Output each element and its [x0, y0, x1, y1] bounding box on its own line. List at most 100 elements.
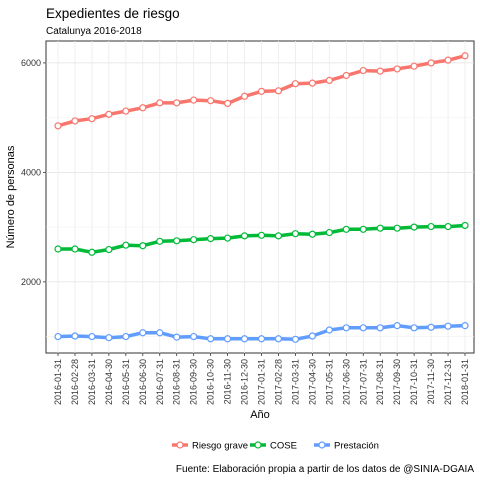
data-point	[325, 326, 333, 334]
legend-key-point	[254, 441, 262, 449]
data-point	[207, 97, 215, 105]
y-tick-label: 4000	[21, 167, 41, 177]
data-point	[359, 324, 367, 332]
x-tick-label: 2016-01-31	[53, 359, 63, 405]
legend: Riesgo grave COSE Prestación	[172, 441, 379, 452]
data-point	[461, 322, 469, 330]
data-point	[173, 237, 181, 245]
data-point	[54, 245, 62, 253]
data-point	[444, 56, 452, 64]
x-axis-title: Año	[250, 409, 270, 421]
y-axis-title: Número de personas	[5, 145, 17, 248]
series-layer	[54, 52, 469, 343]
x-tick-label: 2016-07-31	[155, 359, 165, 405]
data-point	[376, 324, 384, 332]
x-tick-label: 2017-11-30	[426, 359, 436, 404]
data-point	[308, 79, 316, 87]
data-point	[54, 122, 62, 130]
data-point	[54, 332, 62, 341]
x-tick-label: 2017-03-31	[290, 359, 300, 405]
data-point	[410, 324, 418, 332]
data-point	[325, 228, 333, 237]
x-axis-ticks: 2016-01-31 2016-02-28 2016-03-31 2016-04-30…	[53, 353, 470, 405]
data-point	[444, 322, 452, 330]
data-point	[308, 230, 316, 238]
data-point	[393, 65, 401, 73]
data-point	[223, 335, 232, 343]
data-point	[427, 323, 435, 331]
data-point	[240, 335, 249, 343]
x-tick-label: 2017-01-31	[257, 359, 267, 405]
plot-panel	[45, 40, 475, 354]
caption: Fuente: Elaboración propia a partir de l…	[176, 464, 474, 475]
grid-lines	[46, 41, 474, 353]
data-point	[88, 248, 96, 256]
legend-label: COSE	[270, 441, 297, 452]
data-point	[393, 224, 401, 232]
data-point	[105, 245, 113, 254]
x-tick-label: 2016-08-31	[172, 359, 182, 405]
data-point	[88, 115, 96, 123]
y-tick-label: 2000	[21, 277, 41, 287]
data-point	[257, 87, 266, 95]
data-point	[105, 110, 113, 118]
x-tick-label: 2016-02-28	[70, 359, 80, 405]
legend-label: Riesgo grave	[192, 441, 248, 452]
chart-subtitle: Catalunya 2016-2018	[46, 26, 142, 37]
data-point	[376, 67, 384, 75]
data-point	[173, 99, 181, 107]
data-point	[444, 222, 452, 231]
data-point	[257, 231, 266, 239]
data-point	[71, 245, 79, 253]
data-point	[139, 104, 147, 112]
x-tick-label: 2016-12-30	[240, 359, 250, 405]
legend-key-point	[318, 441, 326, 449]
data-point	[427, 59, 435, 67]
legend-key-point	[176, 441, 184, 449]
data-point	[223, 99, 232, 108]
x-tick-label: 2017-02-28	[273, 359, 283, 405]
x-tick-label: 2017-07-31	[358, 359, 368, 405]
x-tick-label: 2017-08-31	[375, 359, 385, 405]
x-tick-label: 2017-04-30	[307, 359, 317, 405]
data-point	[88, 332, 96, 341]
data-point	[190, 332, 198, 341]
data-point	[105, 334, 113, 342]
data-point	[156, 329, 164, 337]
data-point	[342, 324, 350, 332]
data-point	[291, 230, 300, 238]
data-point	[122, 332, 130, 341]
data-point	[410, 62, 418, 70]
data-point	[240, 232, 249, 240]
data-point	[71, 332, 79, 340]
x-tick-label: 2016-11-30	[223, 359, 233, 404]
data-point	[291, 80, 300, 88]
data-point	[71, 117, 79, 125]
x-tick-label: 2016-05-31	[121, 359, 131, 405]
data-point	[291, 335, 300, 343]
data-point	[240, 92, 249, 100]
y-axis-ticks: 2000 4000 6000	[21, 58, 46, 287]
data-point	[190, 96, 198, 104]
x-tick-label: 2016-09-30	[189, 359, 199, 405]
data-point	[308, 332, 316, 340]
data-point	[223, 234, 232, 242]
data-point	[156, 99, 164, 107]
x-tick-label: 2016-03-31	[87, 359, 97, 405]
data-point	[122, 107, 130, 115]
data-point	[342, 71, 350, 80]
data-point	[274, 335, 283, 343]
data-point	[156, 237, 164, 245]
data-point	[461, 221, 469, 230]
data-point	[257, 335, 266, 343]
x-tick-label: 2016-06-30	[138, 359, 148, 405]
y-tick-label: 6000	[21, 58, 41, 68]
data-point	[325, 76, 333, 85]
data-point	[207, 235, 215, 243]
data-point	[173, 333, 181, 341]
data-point	[139, 329, 147, 337]
x-tick-label: 2017-09-30	[392, 359, 402, 405]
data-point	[461, 52, 469, 60]
data-point	[359, 225, 367, 233]
